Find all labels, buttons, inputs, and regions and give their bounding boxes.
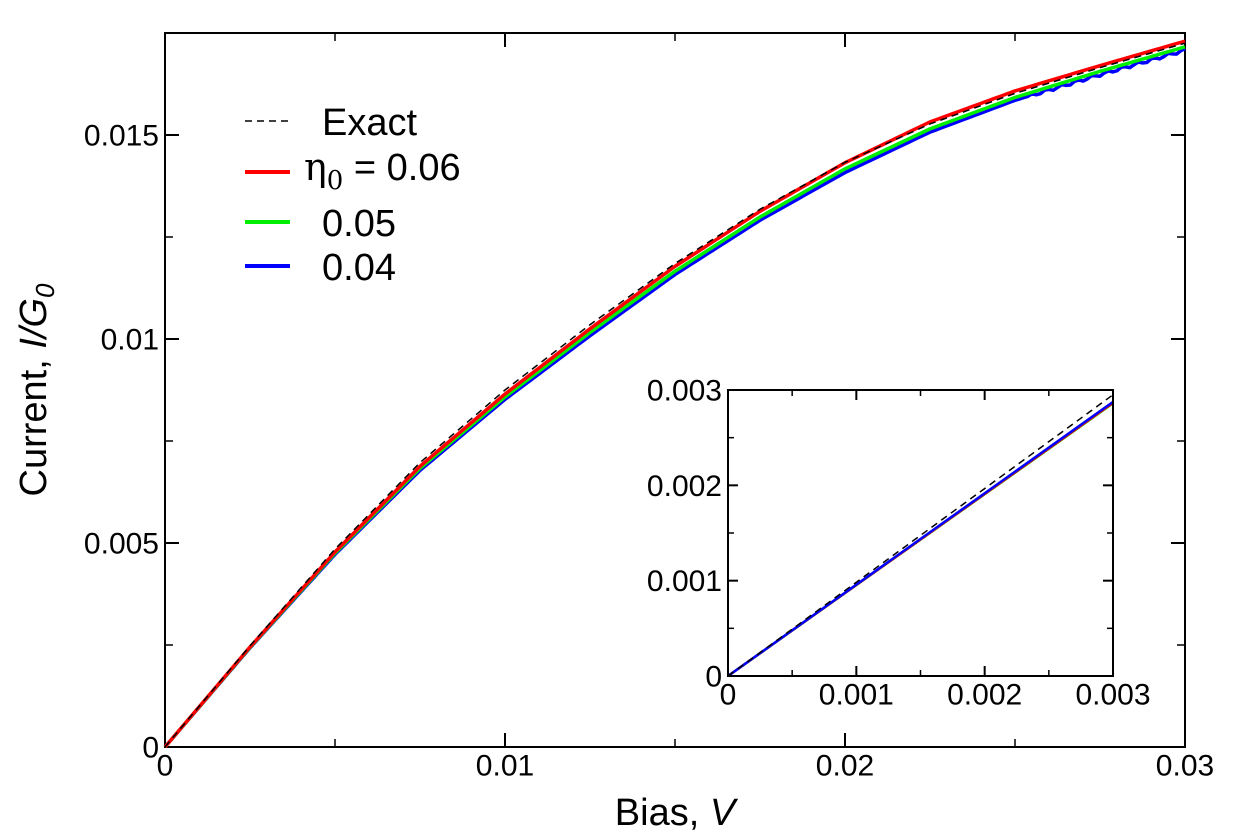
series-line-eta006 <box>163 39 1186 749</box>
legend-label-eta006: η0 = 0.06 <box>304 145 461 196</box>
legend: Exact η0 = 0.06 0.05 0.04 <box>245 102 461 289</box>
main-y-tick-label: 0.01 <box>101 324 159 357</box>
inset-frame <box>727 389 1114 677</box>
inset-series-line-exact <box>727 394 1114 677</box>
inset-x-tick-label: 0.003 <box>1075 679 1150 712</box>
inset-x-tick-label: 0 <box>720 679 737 712</box>
inset-x-tick-label: 0.002 <box>947 679 1022 712</box>
main-y-tick-label: 0.015 <box>84 120 159 153</box>
inset-series-line-eta004 <box>727 400 1114 678</box>
inset-x-tick-label: 0.001 <box>819 679 894 712</box>
main-y-tick-label: 0 <box>142 732 159 765</box>
inset-chart: 0 0.001 0.002 0.003 0 0.001 0.002 0.003 <box>647 375 1151 712</box>
legend-label-eta005: 0.05 <box>322 203 396 245</box>
inset-y-tick-label: 0.003 <box>647 375 722 408</box>
y-axis-label: Current, I/G0 <box>13 283 60 497</box>
inset-series <box>727 394 1114 678</box>
inset-tick-labels: 0 0.001 0.002 0.003 0 0.001 0.002 0.003 <box>647 375 1151 712</box>
main-x-tick-label: 0.03 <box>1156 750 1214 783</box>
inset-background <box>728 390 1113 676</box>
main-y-tick-label: 0.005 <box>84 528 159 561</box>
legend-label-eta004: 0.04 <box>322 247 396 289</box>
main-series <box>163 39 1186 749</box>
legend-label-exact: Exact <box>322 102 417 144</box>
main-x-tick-label: 0.02 <box>816 750 874 783</box>
x-axis-label: Bias, V <box>615 792 739 834</box>
inset-y-tick-label: 0 <box>705 661 722 694</box>
inset-y-tick-label: 0.001 <box>647 565 722 598</box>
main-x-tick-label: 0.01 <box>476 750 534 783</box>
main-ticks <box>164 33 1186 748</box>
main-tick-labels: 0 0.01 0.02 0.03 0 0.005 0.01 0.015 <box>84 120 1214 783</box>
main-x-tick-label: 0 <box>157 750 174 783</box>
inset-y-tick-label: 0.002 <box>647 470 722 503</box>
